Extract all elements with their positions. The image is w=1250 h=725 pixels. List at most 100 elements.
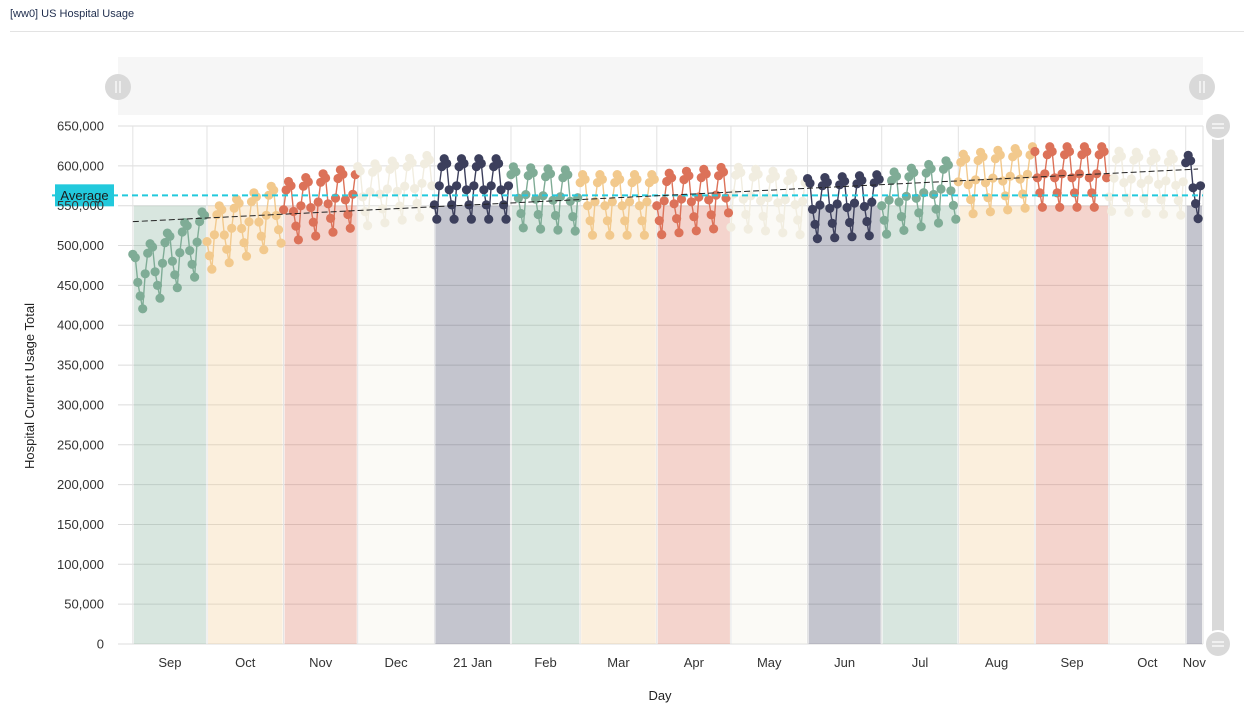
data-point[interactable]	[894, 197, 904, 207]
data-point[interactable]	[167, 256, 177, 266]
data-point[interactable]	[901, 191, 912, 201]
x-scroll-handle-left[interactable]	[105, 74, 131, 100]
data-point[interactable]	[447, 200, 457, 210]
data-point[interactable]	[684, 171, 694, 181]
data-point[interactable]	[261, 210, 271, 220]
data-point[interactable]	[1074, 169, 1084, 179]
data-point[interactable]	[140, 269, 150, 279]
data-point[interactable]	[343, 209, 353, 220]
data-point[interactable]	[1176, 210, 1186, 220]
data-point[interactable]	[429, 200, 439, 210]
data-point[interactable]	[536, 224, 546, 234]
data-point[interactable]	[365, 187, 375, 197]
data-point[interactable]	[1030, 146, 1040, 157]
data-point[interactable]	[503, 181, 514, 191]
data-point[interactable]	[879, 215, 889, 225]
data-point[interactable]	[187, 259, 197, 269]
data-point[interactable]	[1057, 169, 1067, 179]
data-point[interactable]	[291, 221, 301, 231]
data-point[interactable]	[1136, 178, 1146, 189]
data-point[interactable]	[417, 178, 427, 188]
data-point[interactable]	[1037, 202, 1047, 212]
data-point[interactable]	[770, 171, 781, 181]
data-point[interactable]	[1072, 202, 1082, 212]
data-point[interactable]	[484, 214, 494, 224]
data-point[interactable]	[988, 173, 998, 183]
data-point[interactable]	[825, 203, 835, 213]
data-point[interactable]	[286, 181, 296, 191]
data-point[interactable]	[412, 198, 422, 208]
data-point[interactable]	[1084, 173, 1094, 183]
data-point[interactable]	[459, 158, 469, 169]
data-point[interactable]	[600, 201, 610, 211]
data-point[interactable]	[303, 177, 313, 187]
data-point[interactable]	[807, 204, 818, 214]
data-point[interactable]	[241, 251, 252, 261]
y-scroll-handle-top[interactable]	[1204, 112, 1232, 140]
data-point[interactable]	[165, 231, 175, 241]
data-point[interactable]	[219, 230, 229, 240]
data-point[interactable]	[1055, 202, 1065, 212]
data-point[interactable]	[1188, 183, 1198, 193]
data-point[interactable]	[185, 246, 195, 256]
data-point[interactable]	[953, 177, 963, 187]
data-point[interactable]	[746, 191, 756, 201]
data-point[interactable]	[634, 201, 645, 211]
data-point[interactable]	[565, 196, 575, 206]
data-point[interactable]	[237, 223, 247, 234]
data-point[interactable]	[170, 270, 180, 280]
data-point[interactable]	[642, 197, 652, 207]
data-point[interactable]	[501, 214, 511, 224]
data-point[interactable]	[1158, 209, 1169, 219]
data-point[interactable]	[160, 238, 170, 248]
data-point[interactable]	[790, 200, 800, 210]
data-point[interactable]	[980, 178, 991, 188]
data-point[interactable]	[269, 185, 279, 195]
data-point[interactable]	[583, 201, 593, 211]
data-point[interactable]	[931, 204, 941, 214]
data-point[interactable]	[380, 218, 390, 228]
data-point[interactable]	[1089, 202, 1099, 212]
data-point[interactable]	[1003, 205, 1013, 215]
data-point[interactable]	[738, 194, 748, 204]
data-point[interactable]	[224, 258, 234, 268]
data-point[interactable]	[375, 189, 385, 199]
data-point[interactable]	[533, 209, 543, 220]
data-point[interactable]	[632, 174, 642, 184]
data-point[interactable]	[625, 197, 635, 207]
data-point[interactable]	[311, 231, 321, 241]
data-point[interactable]	[259, 245, 269, 255]
data-point[interactable]	[622, 230, 632, 240]
data-point[interactable]	[296, 201, 306, 211]
data-point[interactable]	[130, 253, 140, 263]
data-point[interactable]	[1124, 207, 1134, 217]
data-point[interactable]	[884, 195, 894, 205]
data-point[interactable]	[496, 185, 506, 195]
data-point[interactable]	[306, 203, 316, 213]
data-point[interactable]	[340, 195, 350, 205]
data-point[interactable]	[363, 221, 373, 231]
data-point[interactable]	[896, 212, 907, 222]
data-point[interactable]	[874, 174, 884, 184]
data-point[interactable]	[360, 207, 370, 217]
data-point[interactable]	[867, 197, 877, 207]
data-point[interactable]	[943, 160, 954, 170]
data-point[interactable]	[548, 195, 558, 205]
data-point[interactable]	[227, 223, 237, 233]
data-point[interactable]	[1064, 146, 1075, 157]
data-point[interactable]	[948, 200, 959, 210]
data-point[interactable]	[926, 164, 936, 174]
data-point[interactable]	[1171, 180, 1181, 190]
data-point[interactable]	[348, 189, 358, 199]
data-point[interactable]	[424, 155, 434, 165]
data-point[interactable]	[587, 230, 598, 240]
data-point[interactable]	[217, 205, 227, 215]
data-point[interactable]	[550, 210, 561, 221]
data-point[interactable]	[568, 212, 578, 222]
data-point[interactable]	[1013, 148, 1023, 158]
data-point[interactable]	[963, 180, 973, 190]
data-point[interactable]	[1050, 173, 1060, 183]
data-point[interactable]	[1144, 175, 1154, 185]
data-point[interactable]	[1116, 151, 1126, 161]
data-point[interactable]	[985, 207, 996, 217]
